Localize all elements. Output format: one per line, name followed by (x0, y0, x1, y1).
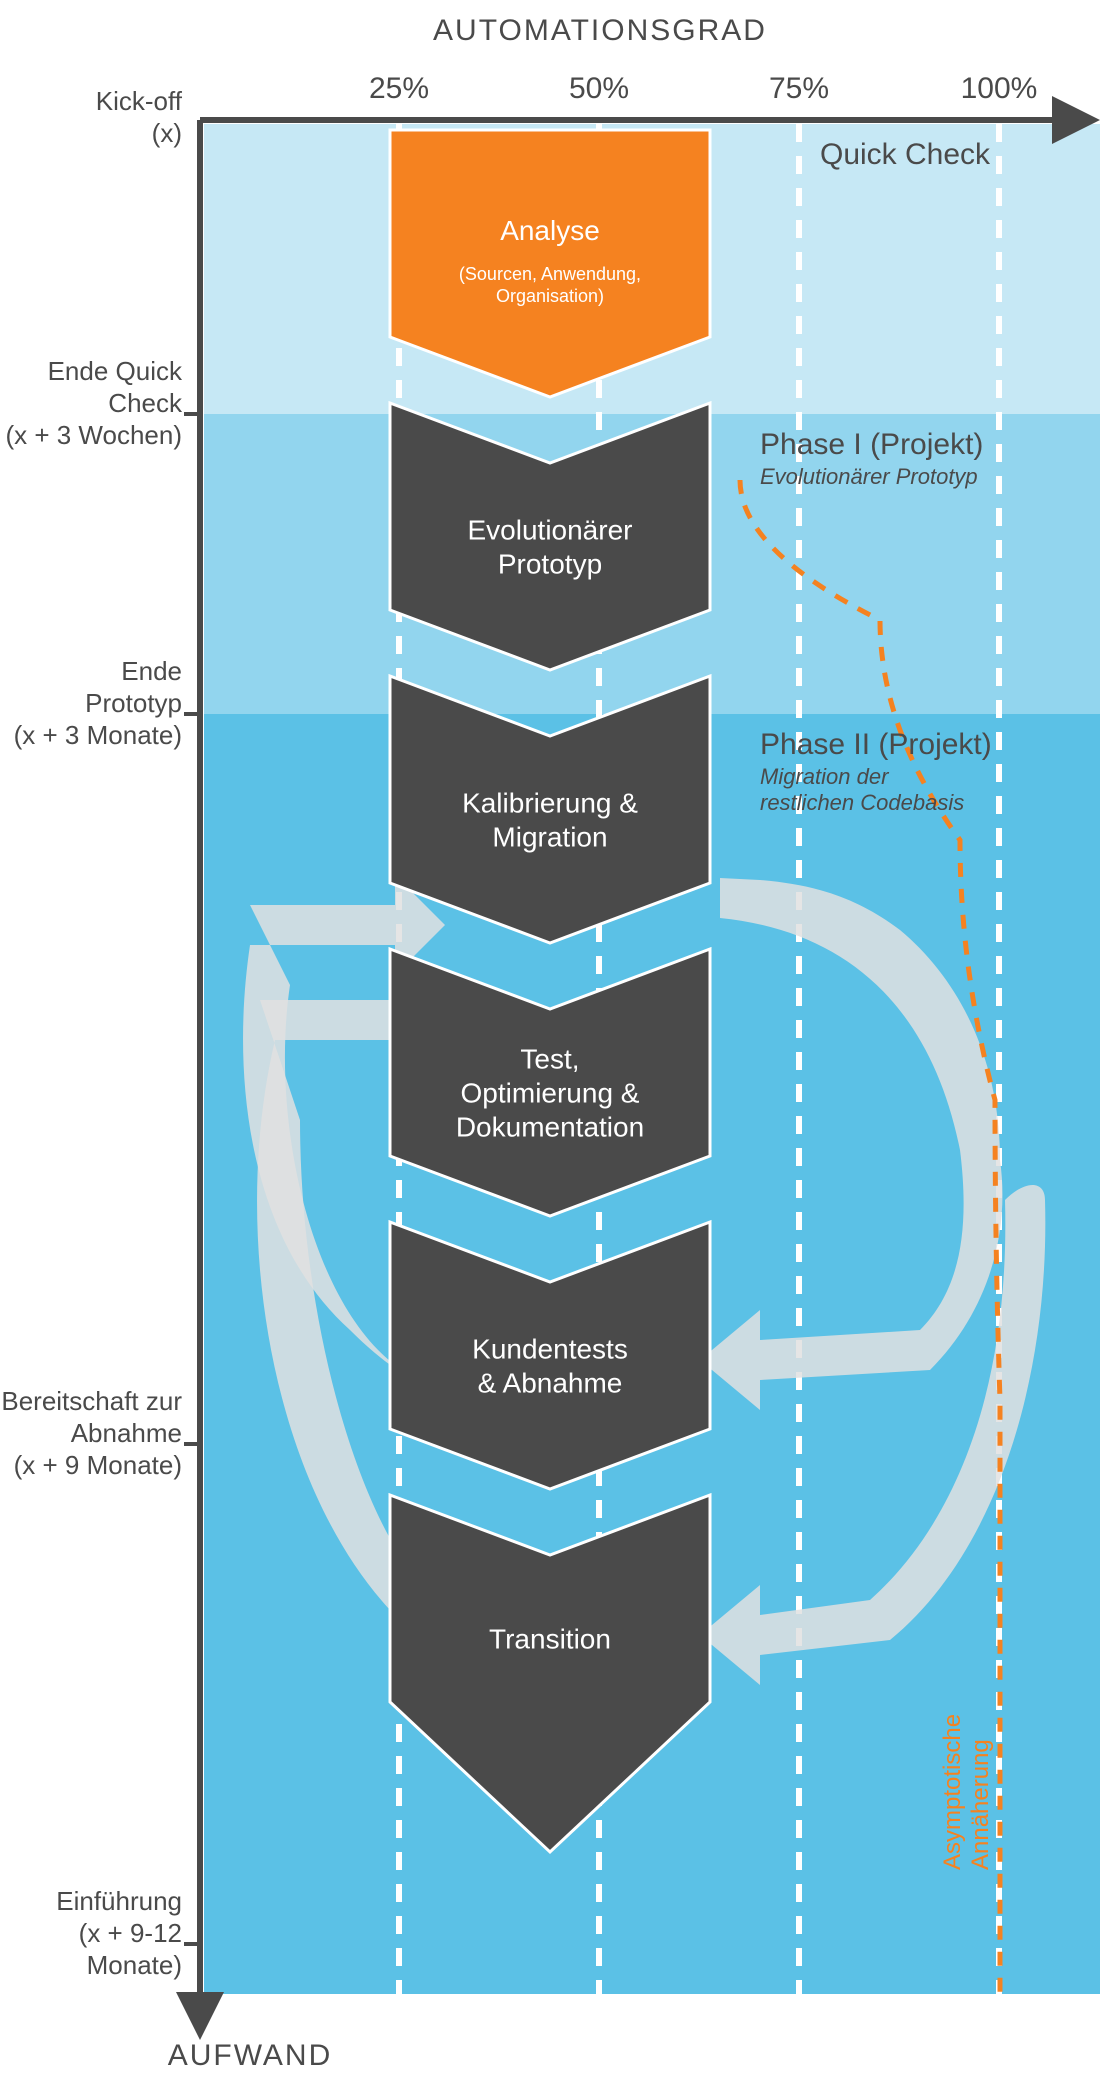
milestone-label: Ende QuickCheck(x + 3 Wochen) (5, 356, 183, 450)
x-tick-label: 50% (569, 72, 629, 105)
x-tick-label: 100% (961, 72, 1038, 105)
x-tick-label: 25% (369, 72, 429, 105)
milestone-label: Bereitschaft zurAbnahme(x + 9 Monate) (1, 1386, 182, 1480)
y-axis-title: AUFWAND (168, 2039, 333, 2072)
milestone-label: Kick-off(x) (96, 86, 183, 148)
lane-subtitle: Evolutionärer Prototyp (760, 464, 978, 489)
x-tick-label: 75% (769, 72, 829, 105)
lane-title: Phase I (Projekt) (760, 428, 983, 461)
lane-title: Phase II (Projekt) (760, 728, 992, 761)
milestone-label: Einführung(x + 9-12Monate) (56, 1886, 182, 1980)
diagram-root: Analyse(Sourcen, Anwendung,Organisation)… (0, 0, 1100, 2081)
milestone-label: EndePrototyp(x + 3 Monate) (14, 656, 182, 750)
chevron-label: Analyse (500, 215, 600, 246)
x-axis-title: AUTOMATIONSGRAD (433, 14, 767, 47)
lane-title: Quick Check (820, 138, 991, 171)
chevron-label: Transition (489, 1624, 611, 1655)
